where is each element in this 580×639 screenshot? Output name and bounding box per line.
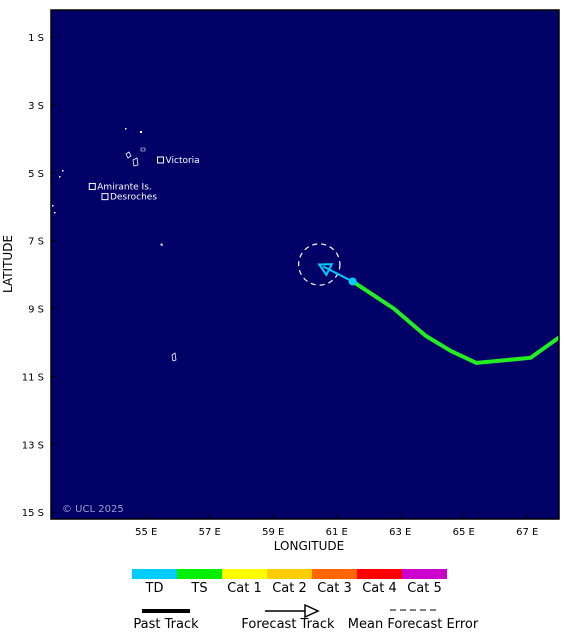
forecast-arrow-icon — [317, 263, 334, 277]
past-track-label: Past Track — [133, 617, 199, 632]
lon-tick-label: 61 E — [326, 527, 348, 538]
island-amirante-b — [59, 176, 61, 178]
storm-track — [298, 243, 561, 365]
lat-tick-label: 15 S — [22, 508, 44, 519]
error-label: Mean Forecast Error — [348, 617, 479, 632]
place-label: Victoria — [166, 156, 200, 166]
axis-ticks: 55 E 57 E 59 E 61 E 63 E 65 E 67 E 1 S 3 S 5 S 7 S… — [22, 33, 539, 538]
island-amirante-a — [62, 170, 64, 172]
legend-category-label: Cat 4 — [362, 581, 397, 596]
island-bird — [140, 131, 142, 133]
island-poivre — [54, 212, 56, 214]
legend-swatch-cat-3 — [312, 569, 357, 579]
island-coetivy — [171, 352, 177, 362]
lon-tick-label: 55 E — [135, 527, 157, 538]
forecast-arrow-icon — [304, 603, 320, 619]
copyright-text: © UCL 2025 — [62, 504, 124, 515]
legend-swatch-cat-2 — [267, 569, 312, 579]
place-label: Amirante Is. — [97, 182, 151, 192]
place-marker-icon — [157, 156, 165, 164]
lon-tick-label: 67 E — [516, 527, 538, 538]
island-denis — [125, 128, 127, 130]
lon-tick-label: 57 E — [199, 527, 221, 538]
lon-tick-label: 63 E — [389, 527, 411, 538]
legend-category-label: TS — [190, 581, 207, 596]
lat-tick-label: 5 S — [28, 169, 44, 180]
lon-tick-label: 59 E — [262, 527, 284, 538]
current-position-marker — [348, 277, 357, 286]
lat-tick-label: 1 S — [28, 33, 44, 44]
legend-swatch-cat-5 — [402, 569, 447, 579]
map-frame — [50, 9, 560, 520]
legend-swatch-cat-4 — [357, 569, 402, 579]
island-la-digue — [140, 147, 146, 152]
island-mahe — [125, 151, 132, 159]
lon-tick-label: 65 E — [453, 527, 475, 538]
island-alphonse — [52, 205, 54, 207]
x-axis-title: LONGITUDE — [274, 539, 344, 553]
lat-tick-label: 9 S — [28, 305, 44, 316]
y-axis-title: LATITUDE — [1, 235, 15, 293]
track-legend: Past Track Forecast Track Mean Forecast … — [133, 603, 479, 632]
place-marker-icon — [101, 193, 109, 201]
lat-tick-label: 7 S — [28, 237, 44, 248]
island-praslin — [132, 157, 139, 167]
legend-category-label: Cat 5 — [407, 581, 442, 596]
legend-category-label: Cat 2 — [272, 581, 307, 596]
lat-tick-label: 3 S — [28, 101, 44, 112]
past-track-line — [351, 279, 561, 365]
ocean-background — [51, 10, 559, 519]
lat-tick-label: 13 S — [22, 440, 44, 451]
legend-category-label: Cat 3 — [317, 581, 352, 596]
place-markers: Victoria Amirante Is.Desroches — [88, 156, 200, 203]
forecast-track-label: Forecast Track — [241, 617, 335, 632]
legend-swatch-ts — [177, 569, 222, 579]
legend-swatch-cat-1 — [222, 569, 267, 579]
islands — [52, 128, 177, 362]
island-platte — [160, 243, 163, 246]
legend-swatch-td — [132, 569, 177, 579]
place-marker-icon — [88, 182, 96, 190]
forecast-error-circle — [298, 243, 341, 286]
place-label: Desroches — [110, 193, 157, 203]
legend-category-label: Cat 1 — [227, 581, 262, 596]
category-legend: TD TS Cat 1 Cat 2 Cat 3 Cat 4 Cat 5 — [132, 569, 447, 596]
forecast-track-line — [322, 265, 354, 283]
legend-category-label: TD — [145, 581, 164, 596]
lat-tick-label: 11 S — [22, 372, 44, 383]
